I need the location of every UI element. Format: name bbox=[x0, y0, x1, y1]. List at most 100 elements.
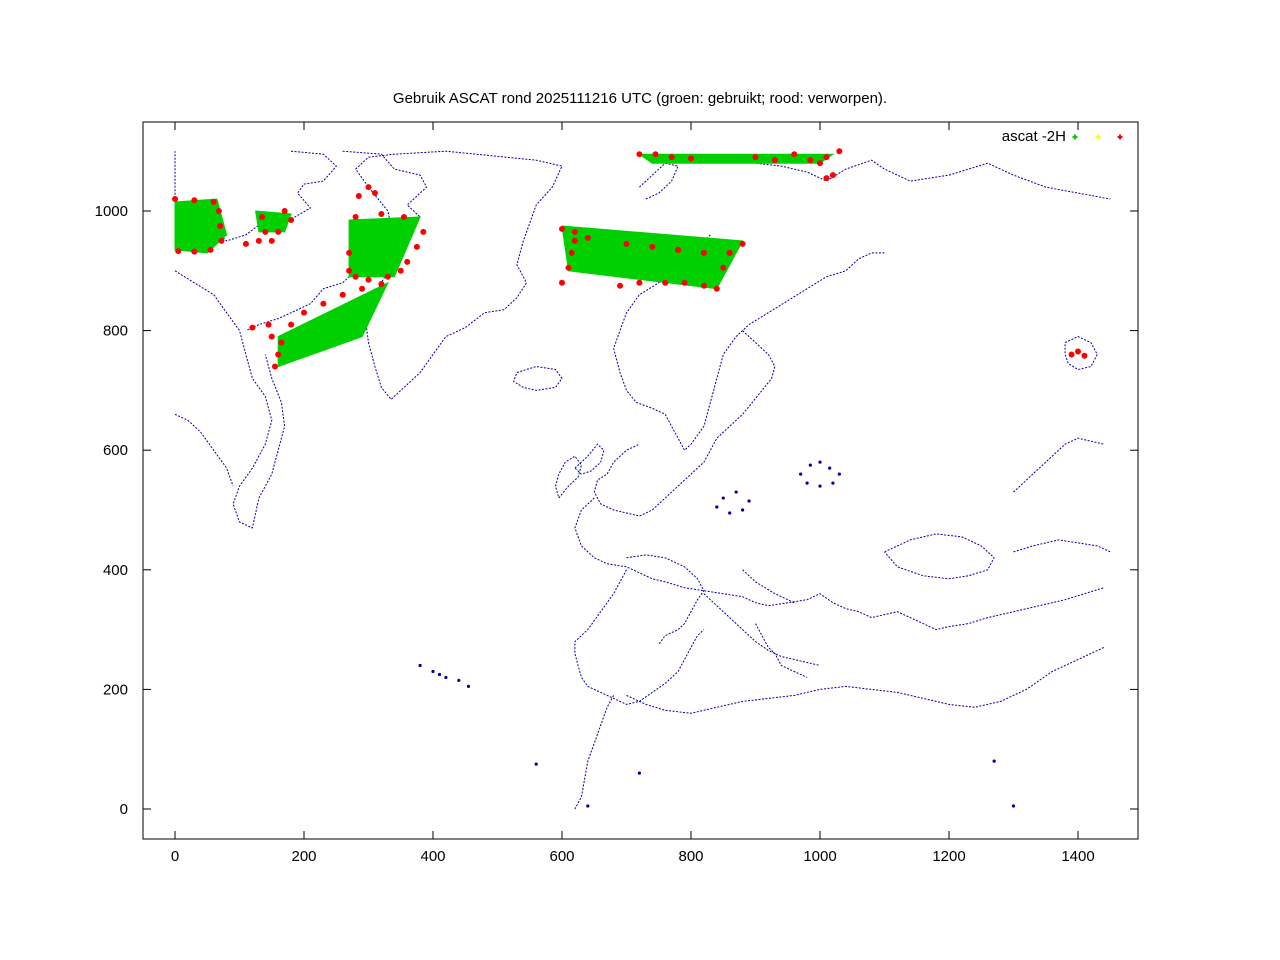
rejected-point-55 bbox=[571, 237, 578, 244]
rejected-point-2 bbox=[210, 199, 217, 206]
axis-ticks: 0 200 400 600 800 1000 1200 1400 0 200 400 600 800 10… bbox=[95, 122, 1138, 865]
rejected-point-50 bbox=[700, 249, 707, 256]
rejected-point-3 bbox=[215, 208, 222, 214]
y-tick-label-200: 200 bbox=[103, 681, 128, 698]
rejected-point-6 bbox=[207, 246, 214, 253]
rejected-point-25 bbox=[352, 273, 359, 280]
rejected-point-30 bbox=[413, 243, 420, 250]
island-dot-0 bbox=[799, 472, 803, 476]
x-tick-label-800: 800 bbox=[678, 848, 703, 865]
coastline-20 bbox=[884, 533, 995, 580]
rejected-point-13 bbox=[281, 208, 288, 214]
coastline-0 bbox=[174, 150, 337, 242]
rejected-point-5 bbox=[218, 237, 225, 244]
coastline-1 bbox=[245, 150, 428, 332]
island-dot-20 bbox=[1011, 804, 1016, 808]
island-dot-17 bbox=[534, 762, 538, 766]
island-dot-21 bbox=[586, 804, 590, 808]
y-tick-label-0: 0 bbox=[120, 801, 128, 818]
used-swath-5 bbox=[637, 153, 835, 164]
rejected-point-14 bbox=[288, 216, 295, 223]
rejected-point-42 bbox=[271, 363, 278, 370]
legend-label-ascat: ascat -2H bbox=[1002, 128, 1066, 145]
rejected-point-22 bbox=[400, 213, 407, 220]
rejected-point-59 bbox=[662, 279, 669, 286]
coastline-8 bbox=[613, 234, 885, 452]
rejected-point-32 bbox=[249, 324, 256, 331]
x-tick-label-400: 400 bbox=[420, 848, 445, 865]
island-dot-10 bbox=[747, 499, 751, 503]
rejected-point-58 bbox=[636, 279, 643, 286]
x-tick-label-1000: 1000 bbox=[803, 848, 836, 865]
rejected-point-61 bbox=[700, 282, 707, 289]
rejected-point-7 bbox=[191, 248, 198, 255]
island-dot-19 bbox=[992, 759, 996, 763]
rejected-point-70 bbox=[771, 157, 778, 164]
rejected-point-72 bbox=[807, 157, 814, 164]
island-dot-18 bbox=[637, 771, 642, 775]
rejected-point-48 bbox=[649, 243, 656, 250]
rejected-point-65 bbox=[636, 151, 643, 158]
rejected-point-24 bbox=[346, 267, 353, 274]
coastline-12 bbox=[574, 443, 605, 475]
island-dot-8 bbox=[721, 496, 725, 500]
rejected-point-19 bbox=[371, 190, 378, 197]
rejected-point-62 bbox=[713, 285, 720, 292]
coastline-21 bbox=[1013, 539, 1111, 553]
rejected-point-8 bbox=[175, 248, 182, 255]
rejected-point-69 bbox=[752, 154, 759, 161]
rejected-point-39 bbox=[339, 291, 346, 298]
rejected-point-49 bbox=[675, 246, 682, 253]
rejected-point-4 bbox=[217, 222, 224, 229]
rejected-point-9 bbox=[242, 240, 249, 247]
rejected-point-18 bbox=[365, 184, 372, 191]
rejected-point-33 bbox=[265, 321, 272, 328]
legend: ascat -2H bbox=[1002, 128, 1123, 145]
rejected-point-79 bbox=[1075, 348, 1081, 355]
rejected-point-45 bbox=[571, 228, 578, 235]
coastline-13 bbox=[626, 554, 705, 645]
rejected-point-28 bbox=[397, 267, 404, 274]
island-dot-22 bbox=[418, 663, 422, 668]
coastline-7 bbox=[735, 156, 1111, 200]
island-dot-14 bbox=[444, 675, 448, 680]
rejected-point-17 bbox=[355, 193, 362, 200]
island-dot-13 bbox=[715, 505, 719, 509]
rejected-point-43 bbox=[275, 351, 282, 358]
rejected-point-73 bbox=[817, 160, 823, 167]
rejected-point-64 bbox=[726, 249, 733, 256]
rejected-point-78 bbox=[1068, 351, 1075, 358]
rejected-point-21 bbox=[378, 210, 385, 217]
x-tick-label-1400: 1400 bbox=[1061, 848, 1094, 865]
rejected-point-15 bbox=[275, 228, 282, 235]
island-dot-4 bbox=[837, 472, 841, 476]
legend-markers bbox=[1072, 134, 1123, 140]
island-dot-2 bbox=[818, 460, 822, 464]
chart-title: Gebruik ASCAT rond 2025111216 UTC (groen… bbox=[393, 90, 887, 107]
rejected-point-76 bbox=[829, 172, 836, 179]
coastline-layer bbox=[174, 150, 1111, 810]
rejected-point-35 bbox=[278, 339, 285, 346]
y-tick-label-800: 800 bbox=[103, 323, 128, 340]
rejected-point-0 bbox=[172, 196, 178, 203]
island-dot-6 bbox=[818, 484, 822, 488]
island-dot-5 bbox=[831, 481, 835, 485]
rejected-point-36 bbox=[288, 321, 295, 328]
rejected-point-80 bbox=[1081, 352, 1088, 359]
x-tick-label-0: 0 bbox=[171, 848, 179, 865]
island-dot-11 bbox=[741, 508, 745, 512]
island-dot-15 bbox=[457, 678, 461, 683]
plot-area-frame bbox=[142, 121, 1139, 840]
rejected-point-66 bbox=[652, 151, 659, 158]
rejected-point-37 bbox=[301, 309, 307, 316]
coastline-4 bbox=[174, 413, 234, 487]
rejected-point-38 bbox=[320, 300, 327, 307]
coastline-18 bbox=[626, 647, 1105, 714]
x-tick-label-200: 200 bbox=[291, 848, 316, 865]
coastline-3 bbox=[174, 270, 286, 529]
coastline-19 bbox=[574, 695, 615, 810]
rejected-point-41 bbox=[378, 280, 385, 287]
rejected-point-27 bbox=[384, 273, 391, 280]
rejected-point-34 bbox=[268, 333, 275, 340]
